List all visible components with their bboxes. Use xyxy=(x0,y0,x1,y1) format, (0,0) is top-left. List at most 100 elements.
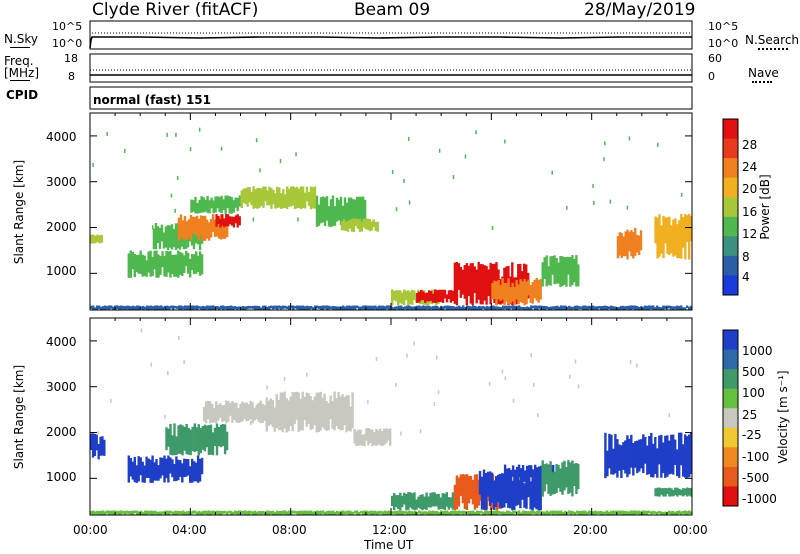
power-cell xyxy=(569,257,572,287)
sparse-echo xyxy=(532,382,535,387)
velocity-cell xyxy=(654,511,657,514)
velocity-cell xyxy=(688,510,691,515)
velocity-ytick-1000: 1000 xyxy=(46,470,77,484)
velocity-cell xyxy=(488,471,492,506)
power-cell xyxy=(483,265,486,301)
power-cell xyxy=(533,279,536,299)
velocity-cell xyxy=(562,512,565,515)
vel-cb-tick-m25: -25 xyxy=(742,428,762,442)
velocity-cell xyxy=(600,510,603,515)
power-cell xyxy=(199,215,203,236)
velocity-cell xyxy=(447,497,450,510)
power-cell xyxy=(507,278,510,305)
velocity-cell xyxy=(393,493,396,510)
power-cell xyxy=(528,307,531,310)
power-cb-tick-24: 24 xyxy=(742,160,758,174)
power-cell xyxy=(430,306,433,310)
power-cell xyxy=(378,305,381,310)
power-cell xyxy=(498,306,501,310)
velocity-cell xyxy=(295,391,298,420)
velocity-cell xyxy=(580,510,583,515)
power-cell xyxy=(185,221,189,240)
velocity-cell xyxy=(503,464,507,483)
velocity-cell xyxy=(570,510,573,515)
velocity-cell xyxy=(404,511,407,514)
power-cell xyxy=(319,197,323,224)
velocity-cell xyxy=(497,475,500,502)
velocity-cell xyxy=(181,425,184,456)
velocity-cell xyxy=(98,510,101,515)
velocity-cell xyxy=(484,510,487,515)
velocity-cell xyxy=(407,492,410,510)
velocity-cell xyxy=(470,510,473,515)
sparse-echo xyxy=(283,376,286,381)
power-cell xyxy=(118,305,121,310)
power-cell xyxy=(232,306,235,310)
sparse-echo xyxy=(680,192,683,197)
velocity-cell xyxy=(473,474,477,510)
velocity-cell xyxy=(217,427,221,447)
power-cell xyxy=(162,306,165,310)
velocity-cell xyxy=(174,510,177,515)
power-cell xyxy=(654,307,657,310)
power-cell xyxy=(499,285,502,301)
velocity-cell xyxy=(614,433,617,474)
velocity-cell xyxy=(240,510,243,515)
velocity-cell xyxy=(556,510,559,515)
velocity-cell xyxy=(438,512,441,515)
power-cell xyxy=(566,306,569,310)
power-cell xyxy=(405,290,408,301)
velocity-cell xyxy=(417,496,420,508)
power-cell xyxy=(262,305,265,310)
velocity-cell xyxy=(498,511,501,514)
power-cell xyxy=(616,235,620,259)
power-cell xyxy=(232,200,235,213)
power-cell xyxy=(151,256,154,276)
velocity-cell xyxy=(273,407,276,432)
power-cell xyxy=(234,306,237,309)
power-cell xyxy=(416,292,419,303)
power-cell xyxy=(329,199,333,228)
power-cell xyxy=(648,305,651,310)
velocity-cell xyxy=(158,511,161,515)
velocity-cell xyxy=(547,465,550,494)
power-cell xyxy=(487,269,490,297)
velocity-cell xyxy=(284,510,287,515)
power-cell xyxy=(309,186,313,210)
power-cell xyxy=(457,263,461,290)
velocity-cell xyxy=(439,497,442,509)
power-cell xyxy=(181,253,184,276)
power-cell xyxy=(194,196,197,214)
velocity-cell xyxy=(376,511,379,515)
power-cell xyxy=(306,305,309,310)
velocity-cell xyxy=(511,465,515,477)
sparse-echo xyxy=(278,426,280,431)
sparse-echo xyxy=(295,152,297,157)
power-cell xyxy=(337,199,341,221)
power-cell xyxy=(90,234,93,244)
velocity-cell xyxy=(154,510,157,515)
power-cell xyxy=(572,306,575,310)
velocity-cell xyxy=(96,510,99,515)
power-cell xyxy=(240,306,243,310)
velocity-cell xyxy=(660,434,663,478)
velocity-cell xyxy=(308,510,311,515)
power-cell xyxy=(672,306,675,310)
power-cell xyxy=(209,218,213,238)
sparse-echo xyxy=(438,148,441,153)
xtick-5: 20:00 xyxy=(573,523,608,537)
power-cell xyxy=(505,266,508,298)
sparse-echo xyxy=(491,226,494,230)
velocity-cell xyxy=(604,432,607,479)
velocity-cell xyxy=(446,510,449,515)
velocity-cell xyxy=(352,511,355,515)
sparse-echo xyxy=(92,162,94,167)
sparse-echo xyxy=(178,336,180,340)
velocity-cell xyxy=(365,428,368,441)
velocity-cell xyxy=(223,405,226,422)
power-cell xyxy=(558,306,561,310)
power-cell xyxy=(159,256,162,275)
power-cell xyxy=(193,216,197,234)
velocity-cell xyxy=(486,510,489,515)
power-cell xyxy=(171,254,174,274)
